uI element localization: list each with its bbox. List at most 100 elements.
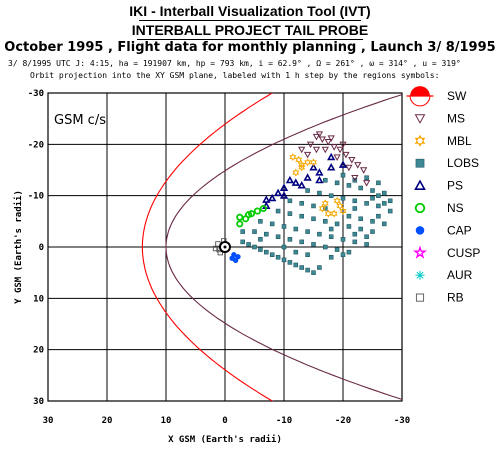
lobs-point	[364, 242, 369, 247]
lobs-point	[305, 229, 310, 234]
orbit-points	[212, 131, 393, 275]
lobs-point	[387, 198, 393, 204]
ms-point	[321, 146, 329, 154]
mbl-point	[336, 201, 344, 210]
lobs-point	[287, 237, 293, 242]
mbl-point	[333, 196, 341, 205]
ps-point	[327, 162, 336, 171]
mbl-point	[324, 209, 332, 218]
lobs-point	[287, 260, 293, 265]
lobs-point	[275, 254, 281, 260]
lobs-point	[323, 219, 328, 224]
ms-point	[354, 162, 362, 169]
lobs-point	[293, 226, 299, 232]
legend-label: AUR	[447, 268, 473, 282]
lobs-point	[376, 203, 381, 209]
y-tick-label: -10	[28, 192, 44, 202]
x-tick-label: 10	[161, 416, 172, 426]
ms-point	[414, 114, 426, 124]
ps-point	[285, 175, 295, 184]
cap-point	[229, 255, 235, 261]
ms-point	[306, 141, 315, 149]
x-tick-label: -10	[276, 416, 292, 426]
lobs-point	[240, 229, 245, 234]
lobs-point	[358, 185, 363, 191]
lobs-point	[240, 239, 245, 245]
lobs-point	[328, 226, 334, 232]
rb-point	[212, 245, 219, 252]
x-axis-label: X GSM (Earth's radii)	[168, 434, 282, 445]
ps-point	[291, 178, 300, 186]
lobs-point	[299, 201, 304, 206]
lobs-point	[299, 213, 304, 219]
lobs-point	[364, 234, 369, 240]
ms-point	[312, 146, 321, 154]
ms-point	[351, 174, 359, 182]
lobs-point	[328, 193, 334, 198]
mbl-point	[295, 155, 303, 164]
boundaries	[141, 93, 402, 401]
mbl-point	[304, 158, 312, 167]
legend-label: PS	[447, 179, 463, 193]
legend-label: RB	[447, 291, 464, 305]
legend-label: MBL	[447, 134, 472, 148]
lobs-point	[323, 177, 328, 183]
ms-point	[315, 131, 324, 138]
lobs-point	[258, 219, 263, 224]
ns-point	[236, 220, 244, 228]
ms-point	[330, 144, 338, 151]
lobs-point	[352, 231, 358, 237]
ps-point	[303, 173, 312, 181]
lobs-point	[358, 216, 363, 222]
lobs-point	[305, 252, 310, 257]
lobs-point	[340, 237, 346, 242]
ps-point	[315, 175, 324, 184]
ms-point	[342, 151, 350, 159]
lobs-point	[287, 211, 293, 216]
x-tick-label: 20	[102, 416, 113, 426]
legend: SW MS MBL LOBS PS NS CAP CUSP AUR RB	[406, 86, 480, 305]
lobs-point	[370, 219, 375, 224]
ms-point	[362, 180, 371, 187]
lobs-point	[328, 254, 334, 260]
project-underline	[137, 39, 363, 40]
lobs-point	[352, 206, 358, 211]
lobs-point	[281, 244, 287, 250]
ms-point	[312, 133, 321, 141]
lobs-point	[252, 229, 257, 234]
aur-point	[415, 270, 425, 280]
ms-point	[303, 151, 312, 159]
lobs-point	[281, 224, 287, 229]
lobs-point	[370, 188, 375, 193]
lobs-point	[387, 208, 393, 214]
lobs-point	[346, 213, 352, 219]
ns-point	[236, 213, 244, 221]
lobs-point	[311, 216, 316, 222]
lobs-point	[340, 195, 346, 201]
ms-point	[318, 136, 326, 144]
lobs-point	[299, 239, 304, 245]
lobs-point	[346, 183, 352, 188]
lobs-point	[258, 237, 263, 242]
lobs-point	[317, 190, 322, 196]
ns-point	[253, 207, 262, 215]
lobs-point	[305, 267, 310, 273]
x-tick-label: -30	[394, 416, 410, 426]
lobs-point	[258, 247, 263, 252]
earth-center	[223, 245, 227, 249]
lobs-point	[340, 252, 346, 257]
legend-label: CAP	[447, 223, 472, 237]
lobs-point	[281, 257, 287, 263]
lobs-point	[346, 249, 352, 255]
lobs-point	[293, 262, 299, 268]
lobs-point	[246, 242, 251, 247]
lobs-point	[323, 244, 328, 250]
ms-point	[348, 156, 356, 164]
lobs-point	[287, 198, 293, 204]
cusp-point	[412, 245, 428, 259]
lobs-point	[352, 239, 358, 245]
lobs-point	[334, 221, 340, 227]
earth-marker	[219, 241, 231, 253]
bow-shock-curve	[141, 93, 274, 401]
